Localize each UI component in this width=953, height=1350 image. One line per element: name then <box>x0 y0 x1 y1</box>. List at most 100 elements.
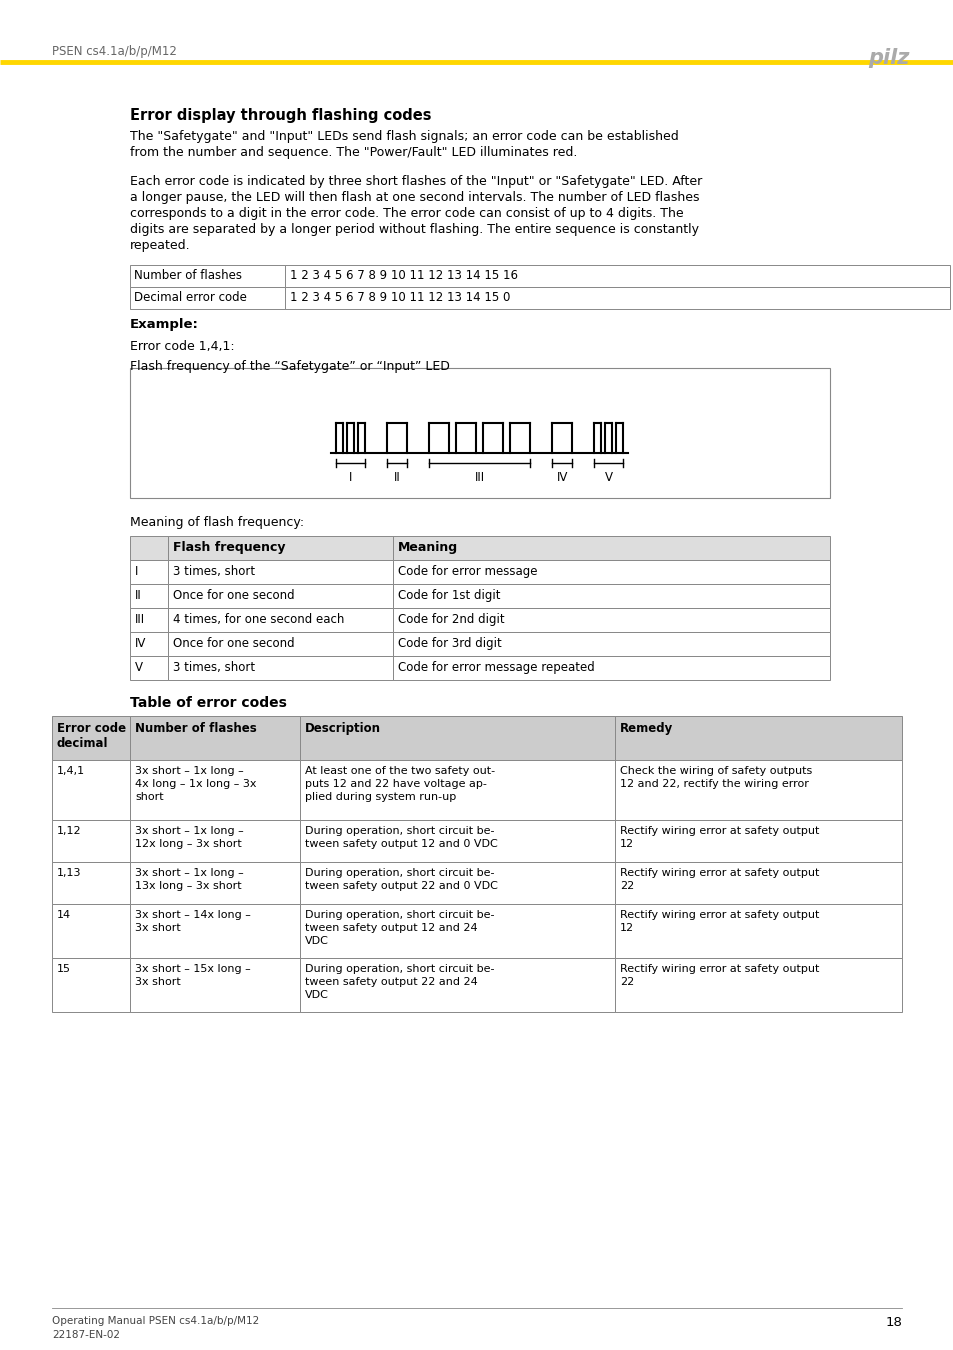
Text: II: II <box>394 471 400 485</box>
Bar <box>285 265 949 288</box>
Text: Table of error codes: Table of error codes <box>130 697 287 710</box>
Text: Once for one second: Once for one second <box>172 589 294 602</box>
Text: Error display through flashing codes: Error display through flashing codes <box>130 108 431 123</box>
Text: III: III <box>135 613 145 626</box>
Text: 3 times, short: 3 times, short <box>172 662 254 674</box>
Bar <box>615 958 901 1012</box>
Text: 22: 22 <box>619 882 634 891</box>
Text: Number of flashes: Number of flashes <box>133 269 242 282</box>
Bar <box>52 904 130 958</box>
Text: 1,13: 1,13 <box>57 868 81 878</box>
Text: 15: 15 <box>57 964 71 973</box>
Text: 13x long – 3x short: 13x long – 3x short <box>135 882 241 891</box>
Bar <box>130 863 299 904</box>
Bar <box>130 288 285 309</box>
Text: Meaning: Meaning <box>397 541 457 554</box>
Text: Description: Description <box>305 722 380 734</box>
Text: Number of flashes: Number of flashes <box>135 722 256 734</box>
Text: 3x short: 3x short <box>135 977 180 987</box>
Text: PSEN cs4.1a/b/p/M12: PSEN cs4.1a/b/p/M12 <box>52 45 176 58</box>
Bar <box>130 369 829 498</box>
Text: digits are separated by a longer period without flashing. The entire sequence is: digits are separated by a longer period … <box>130 223 699 236</box>
Text: At least one of the two safety out-: At least one of the two safety out- <box>305 765 495 776</box>
Bar <box>615 863 901 904</box>
Text: 22: 22 <box>619 977 634 987</box>
Text: 3x short – 1x long –: 3x short – 1x long – <box>135 826 244 836</box>
Text: 1,12: 1,12 <box>57 826 82 836</box>
Bar <box>52 716 130 760</box>
Bar <box>615 760 901 819</box>
Text: During operation, short circuit be-: During operation, short circuit be- <box>305 964 494 973</box>
Text: II: II <box>135 589 142 602</box>
Bar <box>285 288 949 309</box>
Bar <box>393 560 829 585</box>
Bar <box>130 716 299 760</box>
Text: Code for error message: Code for error message <box>397 566 537 578</box>
Text: 3 times, short: 3 times, short <box>172 566 254 578</box>
Bar <box>299 760 615 819</box>
Text: V: V <box>135 662 143 674</box>
Bar <box>130 265 285 288</box>
Bar <box>130 560 168 585</box>
Text: Code for error message repeated: Code for error message repeated <box>397 662 594 674</box>
Bar <box>52 819 130 863</box>
Text: 3x short – 1x long –: 3x short – 1x long – <box>135 868 244 878</box>
Text: tween safety output 12 and 0 VDC: tween safety output 12 and 0 VDC <box>305 838 497 849</box>
Text: Example:: Example: <box>130 319 198 331</box>
Text: pilz: pilz <box>868 49 909 68</box>
Text: Rectify wiring error at safety output: Rectify wiring error at safety output <box>619 868 819 878</box>
Bar <box>130 760 299 819</box>
Text: Rectify wiring error at safety output: Rectify wiring error at safety output <box>619 964 819 973</box>
Bar <box>299 819 615 863</box>
Text: I: I <box>135 566 138 578</box>
Bar <box>168 560 393 585</box>
Text: I: I <box>349 471 353 485</box>
Text: repeated.: repeated. <box>130 239 191 252</box>
Text: The "Safetygate" and "Input" LEDs send flash signals; an error code can be estab: The "Safetygate" and "Input" LEDs send f… <box>130 130 678 143</box>
Text: corresponds to a digit in the error code. The error code can consist of up to 4 : corresponds to a digit in the error code… <box>130 207 683 220</box>
Text: VDC: VDC <box>305 990 329 1000</box>
Text: Code for 2nd digit: Code for 2nd digit <box>397 613 504 626</box>
Bar <box>52 863 130 904</box>
Text: VDC: VDC <box>305 936 329 946</box>
Text: puts 12 and 22 have voltage ap-: puts 12 and 22 have voltage ap- <box>305 779 486 788</box>
Text: 4 times, for one second each: 4 times, for one second each <box>172 613 344 626</box>
Bar <box>130 904 299 958</box>
Text: Check the wiring of safety outputs: Check the wiring of safety outputs <box>619 765 811 776</box>
Text: Code for 3rd digit: Code for 3rd digit <box>397 637 501 649</box>
Bar <box>299 716 615 760</box>
Text: from the number and sequence. The "Power/Fault" LED illuminates red.: from the number and sequence. The "Power… <box>130 146 577 159</box>
Bar <box>393 608 829 632</box>
Text: During operation, short circuit be-: During operation, short circuit be- <box>305 826 494 836</box>
Text: Remedy: Remedy <box>619 722 673 734</box>
Bar <box>130 656 168 680</box>
Bar <box>615 819 901 863</box>
Text: III: III <box>475 471 484 485</box>
Text: Rectify wiring error at safety output: Rectify wiring error at safety output <box>619 910 819 919</box>
Text: Error code: Error code <box>57 722 126 734</box>
Bar <box>130 536 168 560</box>
Text: 12: 12 <box>619 838 634 849</box>
Text: 12 and 22, rectify the wiring error: 12 and 22, rectify the wiring error <box>619 779 808 788</box>
Bar <box>168 656 393 680</box>
Text: 3x short – 15x long –: 3x short – 15x long – <box>135 964 251 973</box>
Bar <box>168 585 393 608</box>
Text: Error code 1,4,1:: Error code 1,4,1: <box>130 340 234 352</box>
Bar <box>52 958 130 1012</box>
Text: tween safety output 12 and 24: tween safety output 12 and 24 <box>305 923 477 933</box>
Bar <box>615 716 901 760</box>
Bar <box>168 608 393 632</box>
Bar <box>130 585 168 608</box>
Bar <box>52 760 130 819</box>
Text: Meaning of flash frequency:: Meaning of flash frequency: <box>130 516 304 529</box>
Bar <box>393 632 829 656</box>
Text: a longer pause, the LED will then flash at one second intervals. The number of L: a longer pause, the LED will then flash … <box>130 190 699 204</box>
Bar <box>393 585 829 608</box>
Bar <box>168 632 393 656</box>
Text: During operation, short circuit be-: During operation, short circuit be- <box>305 910 494 919</box>
Text: Operating Manual PSEN cs4.1a/b/p/M12: Operating Manual PSEN cs4.1a/b/p/M12 <box>52 1316 259 1326</box>
Bar <box>130 958 299 1012</box>
Text: V: V <box>604 471 613 485</box>
Bar <box>393 536 829 560</box>
Text: 1 2 3 4 5 6 7 8 9 10 11 12 13 14 15 0: 1 2 3 4 5 6 7 8 9 10 11 12 13 14 15 0 <box>290 292 510 304</box>
